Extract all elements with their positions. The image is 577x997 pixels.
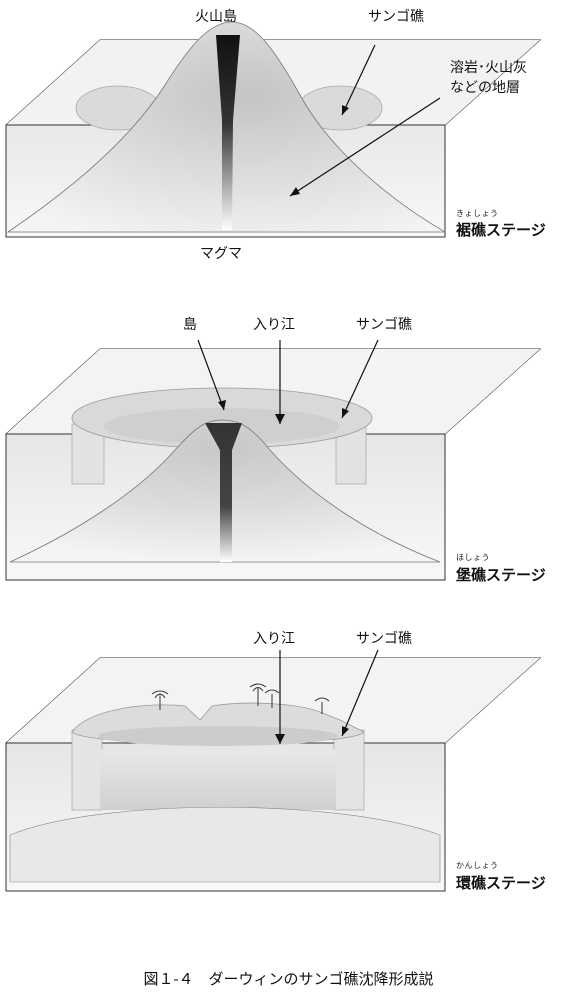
- stage-ruby-fringing: きょしょう: [456, 208, 499, 219]
- stage-ruby-barrier: ほしょう: [456, 552, 490, 563]
- barrier-reef-diagram: [0, 300, 577, 600]
- atoll-core: [100, 750, 336, 810]
- label-coral-reef-2: サンゴ礁: [356, 314, 412, 334]
- atoll-wall-left: [72, 730, 102, 810]
- stage-ruby-atoll: かんしょう: [456, 860, 499, 871]
- stage-name-atoll: 環礁ステージ: [456, 872, 546, 893]
- label-volcano-island: 火山島: [195, 6, 237, 26]
- label-lagoon-3: 入り江: [253, 628, 295, 648]
- lagoon-surface: [98, 726, 338, 746]
- label-strata: 溶岩･火山灰 などの地層: [450, 58, 527, 98]
- label-magma: マグマ: [200, 243, 242, 263]
- label-island: 島: [183, 314, 197, 334]
- label-coral-reef-1: サンゴ礁: [368, 6, 424, 26]
- label-coral-reef-3: サンゴ礁: [356, 628, 412, 648]
- atoll-wall-right: [334, 730, 364, 810]
- label-lagoon-2: 入り江: [253, 314, 295, 334]
- stage-name-barrier: 堡礁ステージ: [456, 564, 546, 585]
- figure-caption: 図１-４ ダーウィンのサンゴ礁沈降形成説: [0, 968, 577, 989]
- stage-name-fringing: 裾礁ステージ: [456, 219, 546, 240]
